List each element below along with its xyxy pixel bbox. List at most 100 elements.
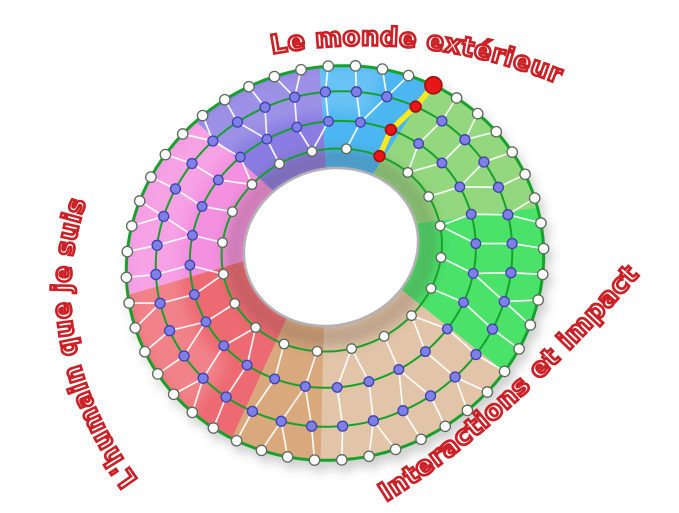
mesh-node[interactable] <box>498 295 510 308</box>
mesh-node[interactable] <box>435 252 447 263</box>
mesh-node[interactable] <box>506 237 518 250</box>
mesh-node[interactable] <box>281 451 294 463</box>
mesh-node[interactable] <box>502 209 514 221</box>
mesh-node[interactable] <box>528 192 541 204</box>
mesh-node[interactable] <box>323 115 334 127</box>
mesh-node[interactable] <box>415 433 427 446</box>
mesh-node[interactable] <box>121 245 134 258</box>
mesh-node[interactable] <box>376 63 389 75</box>
mesh-node[interactable] <box>207 135 219 147</box>
mesh-node[interactable] <box>178 350 190 362</box>
mesh-node[interactable] <box>322 60 335 72</box>
mesh-node[interactable] <box>151 368 164 380</box>
mesh-node[interactable] <box>220 391 232 403</box>
selected-node[interactable] <box>373 149 386 163</box>
mesh-node[interactable] <box>176 128 189 140</box>
mesh-node[interactable] <box>349 60 362 72</box>
mesh-node[interactable] <box>536 268 549 281</box>
mesh-node[interactable] <box>505 267 517 279</box>
mesh-node[interactable] <box>363 450 375 463</box>
mesh-node[interactable] <box>275 415 287 427</box>
mesh-node[interactable] <box>402 167 414 178</box>
mesh-node[interactable] <box>246 179 258 190</box>
mesh-node[interactable] <box>381 91 393 103</box>
mesh-node[interactable] <box>200 316 212 328</box>
mesh-node[interactable] <box>184 259 196 271</box>
mesh-node[interactable] <box>393 364 405 375</box>
mesh-node[interactable] <box>498 365 511 378</box>
mesh-node[interactable] <box>478 156 490 168</box>
mesh-node[interactable] <box>340 143 352 155</box>
mesh-node[interactable] <box>434 220 446 232</box>
mesh-node[interactable] <box>367 415 380 427</box>
mesh-node[interactable] <box>406 310 417 322</box>
mesh-node[interactable] <box>169 183 182 195</box>
mesh-node[interactable] <box>336 420 349 432</box>
mesh-node[interactable] <box>299 380 311 392</box>
mesh-node[interactable] <box>241 359 253 371</box>
mesh-node[interactable] <box>305 420 318 432</box>
mesh-node[interactable] <box>197 372 209 384</box>
mesh-node[interactable] <box>243 80 255 93</box>
mesh-node[interactable] <box>150 268 162 281</box>
mesh-node[interactable] <box>278 338 290 350</box>
mesh-node[interactable] <box>269 373 281 385</box>
mesh-node[interactable] <box>471 107 484 120</box>
mesh-node[interactable] <box>295 63 307 76</box>
mesh-node[interactable] <box>120 271 133 284</box>
mesh-node[interactable] <box>139 345 151 358</box>
mesh-node[interactable] <box>378 330 390 342</box>
mesh-node[interactable] <box>273 158 285 170</box>
mesh-node[interactable] <box>402 69 415 82</box>
mesh-node[interactable] <box>212 174 224 186</box>
mesh-node[interactable] <box>306 146 318 157</box>
selected-node[interactable] <box>384 123 398 137</box>
mesh-node[interactable] <box>458 296 469 308</box>
mesh-node[interactable] <box>167 388 180 401</box>
mesh-node[interactable] <box>255 444 268 457</box>
mesh-node[interactable] <box>187 229 198 241</box>
mesh-node[interactable] <box>486 323 499 335</box>
mesh-node[interactable] <box>470 348 482 361</box>
mesh-node[interactable] <box>186 406 199 419</box>
mesh-node[interactable] <box>234 151 246 163</box>
mesh-node[interactable] <box>506 146 519 158</box>
mesh-node[interactable] <box>133 195 146 207</box>
mesh-node[interactable] <box>125 220 138 232</box>
mesh-node[interactable] <box>331 381 343 393</box>
mesh-node[interactable] <box>261 133 273 145</box>
mesh-node[interactable] <box>250 322 262 333</box>
mesh-node[interactable] <box>537 242 550 255</box>
mesh-node[interactable] <box>226 206 238 218</box>
mesh-node[interactable] <box>424 390 437 402</box>
mesh-node[interactable] <box>436 157 448 169</box>
mesh-node[interactable] <box>154 297 166 309</box>
mesh-node[interactable] <box>218 93 231 106</box>
mesh-node[interactable] <box>535 217 547 229</box>
mesh-node[interactable] <box>519 168 531 181</box>
mesh-node[interactable] <box>196 109 209 122</box>
mesh-node[interactable] <box>524 319 537 331</box>
mesh-node[interactable] <box>335 454 348 466</box>
mesh-node[interactable] <box>217 268 229 280</box>
mesh-node[interactable] <box>186 157 198 170</box>
mesh-node[interactable] <box>218 340 230 352</box>
mesh-node[interactable] <box>163 325 176 337</box>
mesh-node[interactable] <box>490 125 503 138</box>
mesh-node[interactable] <box>188 289 200 300</box>
mesh-node[interactable] <box>259 101 271 113</box>
mesh-node[interactable] <box>151 239 163 251</box>
mesh-node[interactable] <box>196 200 208 212</box>
mesh-node[interactable] <box>129 322 142 334</box>
selected-node[interactable] <box>409 100 422 113</box>
mesh-node[interactable] <box>311 345 323 357</box>
mesh-node[interactable] <box>532 294 545 306</box>
mesh-node[interactable] <box>230 434 243 447</box>
mesh-node[interactable] <box>436 115 448 127</box>
mesh-node[interactable] <box>346 343 358 355</box>
mesh-node[interactable] <box>231 116 244 128</box>
mesh-node[interactable] <box>465 208 477 220</box>
mesh-node[interactable] <box>492 181 505 193</box>
mesh-node[interactable] <box>389 443 402 456</box>
mesh-node[interactable] <box>291 121 303 133</box>
